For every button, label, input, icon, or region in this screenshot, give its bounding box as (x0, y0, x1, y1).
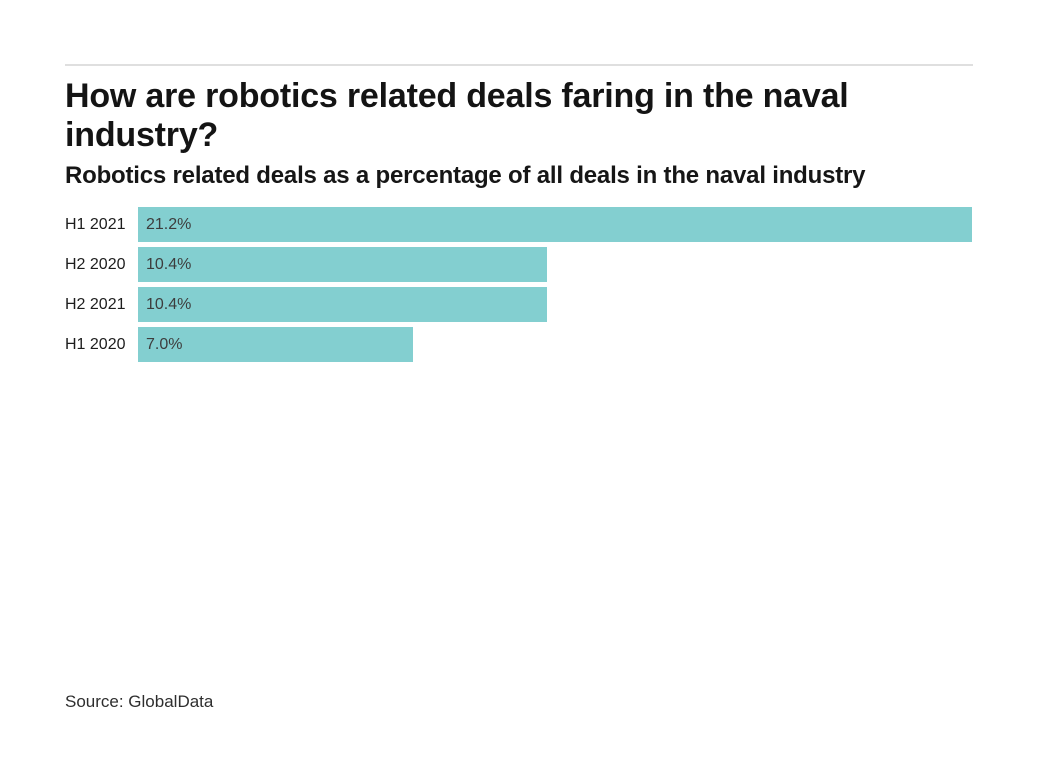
chart-title: How are robotics related deals faring in… (65, 77, 849, 154)
bar-row: H1 2021 21.2% (65, 207, 975, 242)
category-label: H2 2021 (65, 296, 126, 313)
bar: 21.2% (138, 207, 972, 242)
bar: 7.0% (138, 327, 413, 362)
value-label: 21.2% (146, 215, 192, 233)
category-label: H2 2020 (65, 256, 126, 273)
bar-row: H1 2020 7.0% (65, 327, 975, 362)
bar: 10.4% (138, 247, 547, 282)
bar-chart: H1 2021 21.2% H2 2020 10.4% H2 2021 10.4% H1 2… (65, 207, 975, 367)
bar-row: H2 2021 10.4% (65, 287, 975, 322)
value-label: 7.0% (146, 335, 183, 353)
category-label: H1 2021 (65, 216, 126, 233)
value-label: 10.4% (146, 295, 192, 313)
bar-row: H2 2020 10.4% (65, 247, 975, 282)
category-label: H1 2020 (65, 336, 126, 353)
chart-subtitle: Robotics related deals as a percentage o… (65, 162, 866, 189)
header-divider (65, 64, 973, 66)
value-label: 10.4% (146, 255, 192, 273)
bar: 10.4% (138, 287, 547, 322)
source-note: Source: GlobalData (65, 692, 214, 711)
